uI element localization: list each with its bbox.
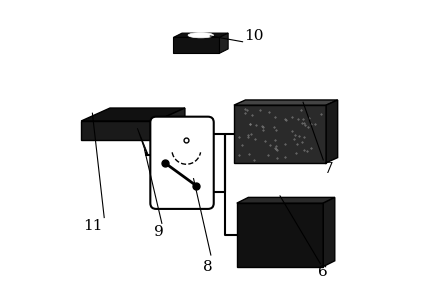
Text: 9: 9 [154,225,163,239]
Ellipse shape [187,33,213,38]
Polygon shape [236,197,334,203]
Polygon shape [233,105,325,163]
Polygon shape [173,33,228,38]
FancyBboxPatch shape [150,117,213,209]
Polygon shape [219,33,228,53]
Polygon shape [156,108,184,140]
Text: 10: 10 [244,29,263,43]
Text: 8: 8 [203,260,212,274]
Polygon shape [236,203,322,267]
Polygon shape [81,121,156,140]
Polygon shape [137,128,148,154]
Polygon shape [233,100,337,105]
Polygon shape [325,100,337,163]
Polygon shape [173,38,219,53]
Polygon shape [81,108,184,121]
Text: 6: 6 [318,265,327,279]
Text: 7: 7 [324,162,333,175]
Polygon shape [322,197,334,267]
Text: 11: 11 [83,219,102,233]
